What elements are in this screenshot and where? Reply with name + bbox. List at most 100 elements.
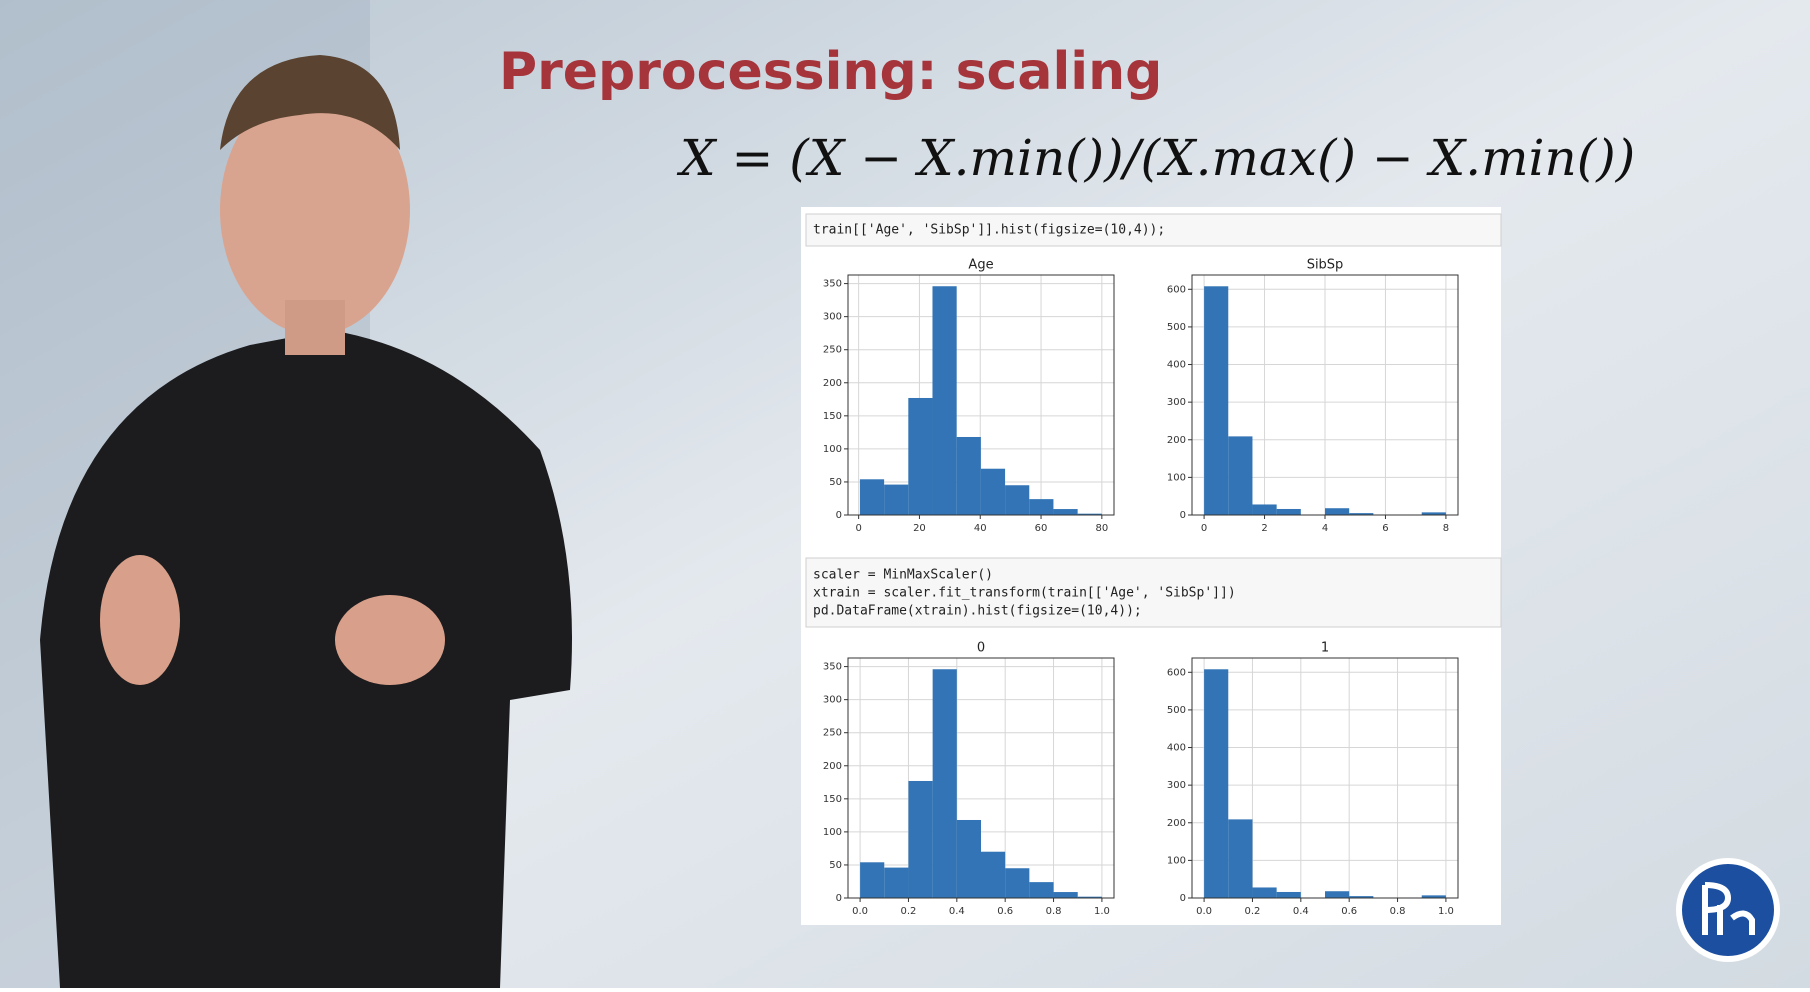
bar: [956, 436, 981, 515]
y-tick-label: 350: [823, 279, 842, 290]
x-tick-label: 6: [1382, 523, 1388, 534]
x-tick-label: 0.4: [1293, 906, 1309, 917]
y-tick-label: 0: [836, 893, 842, 904]
bar: [1421, 512, 1446, 515]
x-tick-label: 0.2: [901, 906, 917, 917]
bar: [1077, 896, 1102, 898]
y-tick-label: 250: [823, 345, 842, 356]
x-tick-label: 0.0: [852, 906, 868, 917]
bar: [1228, 819, 1253, 898]
bar: [884, 484, 909, 515]
bar: [932, 669, 957, 898]
x-tick-label: 60: [1035, 523, 1048, 534]
bar: [981, 851, 1006, 898]
y-tick-label: 250: [823, 728, 842, 739]
x-tick-label: 0.8: [1046, 906, 1062, 917]
bar: [1252, 504, 1277, 515]
x-tick-label: 0.0: [1196, 906, 1212, 917]
x-tick-label: 0.6: [997, 906, 1013, 917]
bar: [1077, 513, 1102, 515]
bar: [1029, 499, 1054, 515]
code-line: scaler = MinMaxScaler(): [813, 568, 993, 583]
y-tick-label: 50: [829, 860, 842, 871]
y-tick-label: 0: [1180, 510, 1186, 521]
bar: [1325, 891, 1350, 898]
y-tick-label: 200: [1167, 818, 1186, 829]
formula: X = (X − X.min())/(X.max() − X.min()): [676, 129, 1635, 187]
plot-frame: [847, 274, 1115, 516]
bar: [1228, 436, 1253, 515]
bar: [1005, 485, 1030, 515]
bar: [932, 286, 957, 515]
x-tick-label: 0.6: [1341, 906, 1357, 917]
bar: [860, 862, 885, 898]
plot-frame: [847, 657, 1115, 899]
y-tick-label: 100: [823, 444, 842, 455]
y-tick-label: 600: [1167, 667, 1186, 678]
bar: [1029, 882, 1054, 898]
chart-title: 1: [1321, 641, 1329, 656]
bar: [859, 479, 885, 515]
x-tick-label: 20: [913, 523, 926, 534]
bar: [1421, 895, 1446, 898]
y-tick-label: 150: [823, 794, 842, 805]
x-tick-label: 40: [974, 523, 987, 534]
x-tick-label: 1.0: [1094, 906, 1110, 917]
y-tick-label: 200: [823, 761, 842, 772]
y-tick-label: 50: [829, 477, 842, 488]
bar: [956, 819, 981, 898]
plot-frame: [1191, 657, 1459, 899]
bar: [980, 468, 1006, 515]
y-tick-label: 200: [1167, 435, 1186, 446]
code-line: train[['Age', 'SibSp']].hist(figsize=(10…: [813, 223, 1165, 238]
bar: [908, 780, 933, 898]
y-tick-label: 300: [823, 695, 842, 706]
y-tick-label: 400: [1167, 360, 1186, 371]
x-tick-label: 1.0: [1438, 906, 1454, 917]
y-tick-label: 150: [823, 411, 842, 422]
y-tick-label: 500: [1167, 322, 1186, 333]
x-tick-label: 0.4: [949, 906, 965, 917]
bar: [1349, 513, 1374, 515]
y-tick-label: 0: [1180, 893, 1186, 904]
bar: [1276, 891, 1301, 898]
bar: [1053, 892, 1078, 898]
bar: [1005, 868, 1030, 898]
y-tick-label: 100: [1167, 472, 1186, 483]
x-tick-label: 8: [1443, 523, 1449, 534]
bar: [1204, 669, 1229, 898]
y-tick-label: 600: [1167, 284, 1186, 295]
y-tick-label: 500: [1167, 705, 1186, 716]
x-tick-label: 0.8: [1390, 906, 1406, 917]
code-line: pd.DataFrame(xtrain).hist(figsize=(10,4)…: [813, 604, 1142, 619]
presenter: [40, 55, 572, 988]
bar: [884, 867, 909, 898]
y-tick-label: 300: [1167, 780, 1186, 791]
y-tick-label: 350: [823, 662, 842, 673]
y-tick-label: 300: [823, 312, 842, 323]
y-tick-label: 0: [836, 510, 842, 521]
code-cell: [805, 213, 1502, 247]
x-tick-label: 0: [855, 523, 861, 534]
code-cell: [805, 557, 1502, 628]
x-tick-label: 4: [1322, 523, 1328, 534]
bar: [1276, 508, 1301, 515]
bar: [1053, 509, 1078, 515]
bar: [1252, 887, 1277, 898]
bar: [908, 397, 933, 515]
logo: [1676, 858, 1780, 962]
bar: [1325, 508, 1350, 515]
chart-title: 0: [977, 641, 985, 656]
plot-frame: [1191, 274, 1459, 516]
code-line: xtrain = scaler.fit_transform(train[['Ag…: [813, 586, 1236, 601]
chart-title: Age: [968, 258, 993, 273]
x-tick-label: 2: [1261, 523, 1267, 534]
bar: [1349, 896, 1374, 898]
x-tick-label: 80: [1095, 523, 1108, 534]
bar: [1204, 286, 1229, 515]
y-tick-label: 200: [823, 378, 842, 389]
y-tick-label: 300: [1167, 397, 1186, 408]
chart-title: SibSp: [1307, 258, 1344, 273]
